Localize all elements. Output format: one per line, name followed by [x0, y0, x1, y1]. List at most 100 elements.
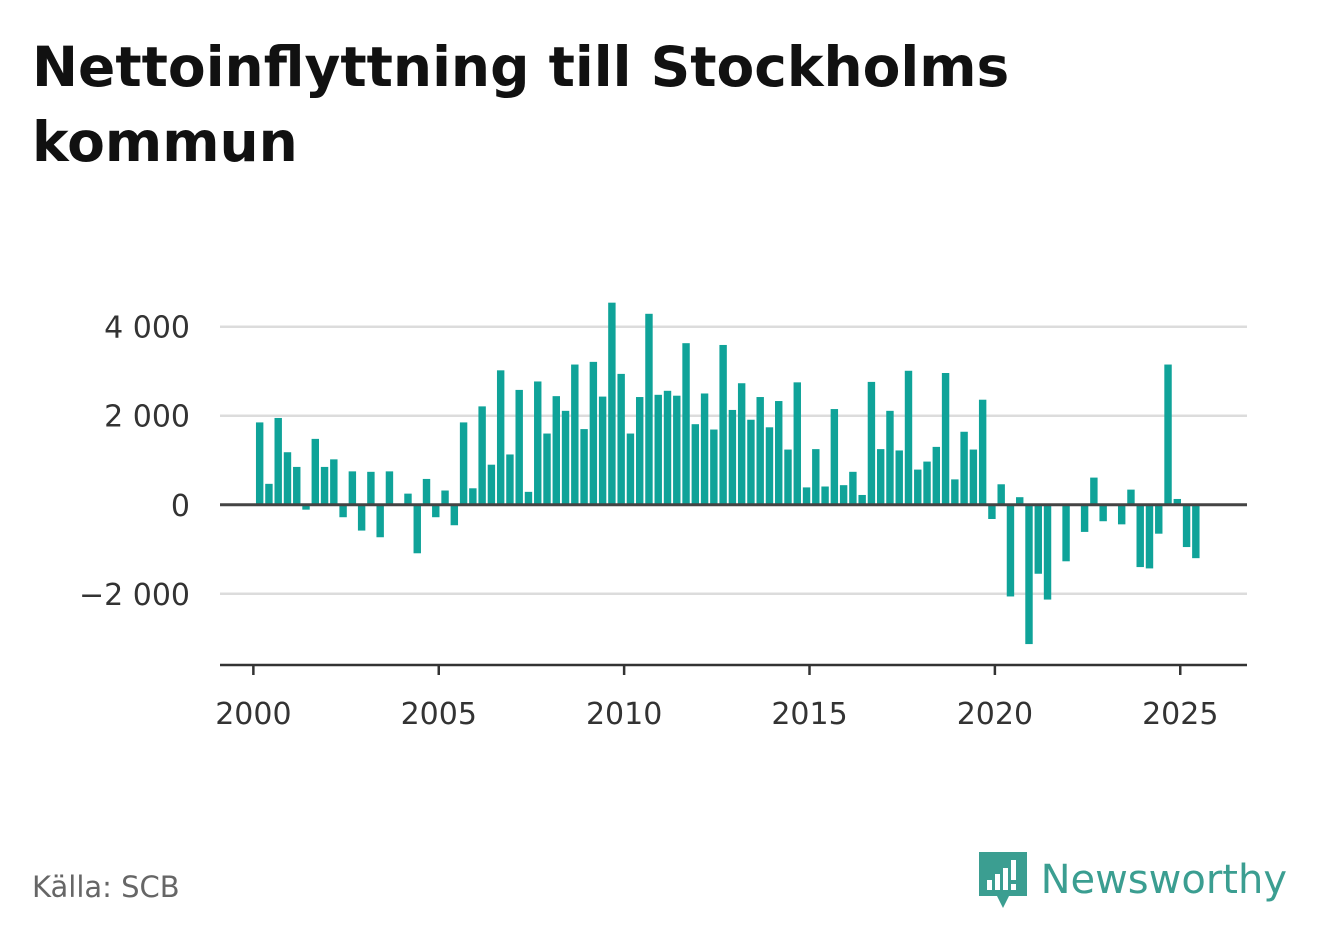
bar — [1025, 504, 1033, 645]
bar — [367, 471, 375, 505]
bar — [876, 449, 885, 505]
bar — [710, 429, 718, 505]
bar — [348, 471, 357, 505]
bar — [812, 449, 820, 505]
bar — [997, 484, 1005, 505]
bar — [932, 446, 941, 505]
bar — [265, 483, 273, 505]
chart-title: Nettoinflyttning till Stockholms kommun — [32, 35, 1010, 174]
bar — [849, 471, 857, 505]
bar — [450, 504, 459, 526]
bar — [645, 313, 653, 505]
bar — [737, 383, 746, 505]
bar — [357, 504, 366, 531]
axes — [220, 503, 1247, 675]
tick-labels: −2 000 0 2 000 4 000 2000 2005 2010 2015 2020 202… — [79, 311, 1218, 732]
bar — [506, 454, 514, 505]
brand[interactable]: Newsworthy — [977, 850, 1287, 910]
bar — [320, 466, 329, 505]
bar — [858, 494, 866, 505]
bar — [969, 449, 978, 505]
bar — [524, 491, 533, 505]
bar — [293, 466, 301, 505]
bar — [589, 361, 598, 505]
bar — [1192, 504, 1200, 559]
x-tick-label: 2000 — [215, 697, 291, 732]
bar — [561, 410, 570, 505]
bar — [339, 504, 347, 518]
bar — [654, 394, 662, 505]
x-tick-label: 2025 — [1142, 697, 1218, 732]
bar — [302, 504, 310, 510]
bar — [626, 433, 635, 505]
source-note: Källa: SCB — [32, 870, 180, 904]
bar — [385, 471, 394, 505]
bar — [571, 364, 579, 505]
bar — [978, 399, 987, 505]
bar — [941, 373, 950, 505]
bar — [691, 424, 700, 505]
bar — [682, 343, 690, 505]
bar — [515, 389, 523, 505]
y-tick-label: 2 000 — [104, 400, 190, 435]
bar — [543, 433, 551, 505]
bar — [886, 410, 894, 505]
bar — [1127, 489, 1135, 505]
y-tick-label: −2 000 — [79, 578, 190, 613]
x-tick-label: 2005 — [401, 697, 477, 732]
bar — [951, 479, 959, 505]
bar — [283, 452, 292, 505]
bar — [1090, 477, 1098, 505]
bar — [255, 422, 264, 505]
bar — [867, 381, 876, 505]
bar — [793, 382, 801, 505]
bar — [311, 438, 319, 505]
bar — [469, 488, 477, 505]
bar — [765, 427, 774, 505]
bar — [756, 397, 764, 505]
bar — [478, 406, 486, 505]
bar — [330, 459, 338, 505]
bar — [1016, 497, 1024, 505]
bar — [552, 396, 560, 505]
bar — [728, 409, 737, 505]
bar — [617, 373, 625, 505]
bar — [719, 344, 727, 505]
bar — [673, 395, 681, 505]
bar — [914, 469, 922, 505]
bar — [1145, 504, 1154, 569]
bar — [1155, 504, 1163, 534]
bar — [784, 449, 792, 505]
bar — [1043, 504, 1052, 600]
bar — [1117, 504, 1126, 525]
x-tick-label: 2015 — [771, 697, 847, 732]
y-tick-label: 4 000 — [104, 311, 190, 346]
bar — [821, 486, 829, 505]
bars — [255, 302, 1200, 645]
bar — [747, 419, 755, 505]
bar — [635, 397, 644, 505]
bar — [422, 478, 431, 505]
bar — [1182, 504, 1191, 548]
bar — [700, 393, 709, 505]
bar — [459, 422, 468, 505]
bar — [404, 493, 412, 505]
bar — [487, 464, 496, 505]
bar — [608, 302, 616, 505]
bar — [830, 409, 839, 505]
bar — [988, 504, 996, 519]
bar — [598, 396, 607, 505]
bar — [775, 401, 783, 505]
bar — [432, 504, 440, 518]
bar — [895, 450, 903, 505]
bar — [960, 431, 968, 505]
x-tick-label: 2010 — [586, 697, 662, 732]
bar — [663, 390, 672, 505]
y-tick-label: 0 — [171, 489, 190, 524]
brand-name: Newsworthy — [1040, 857, 1287, 903]
bar — [839, 485, 848, 505]
bar — [1173, 498, 1182, 505]
bar — [376, 504, 384, 538]
bar — [1062, 504, 1070, 562]
